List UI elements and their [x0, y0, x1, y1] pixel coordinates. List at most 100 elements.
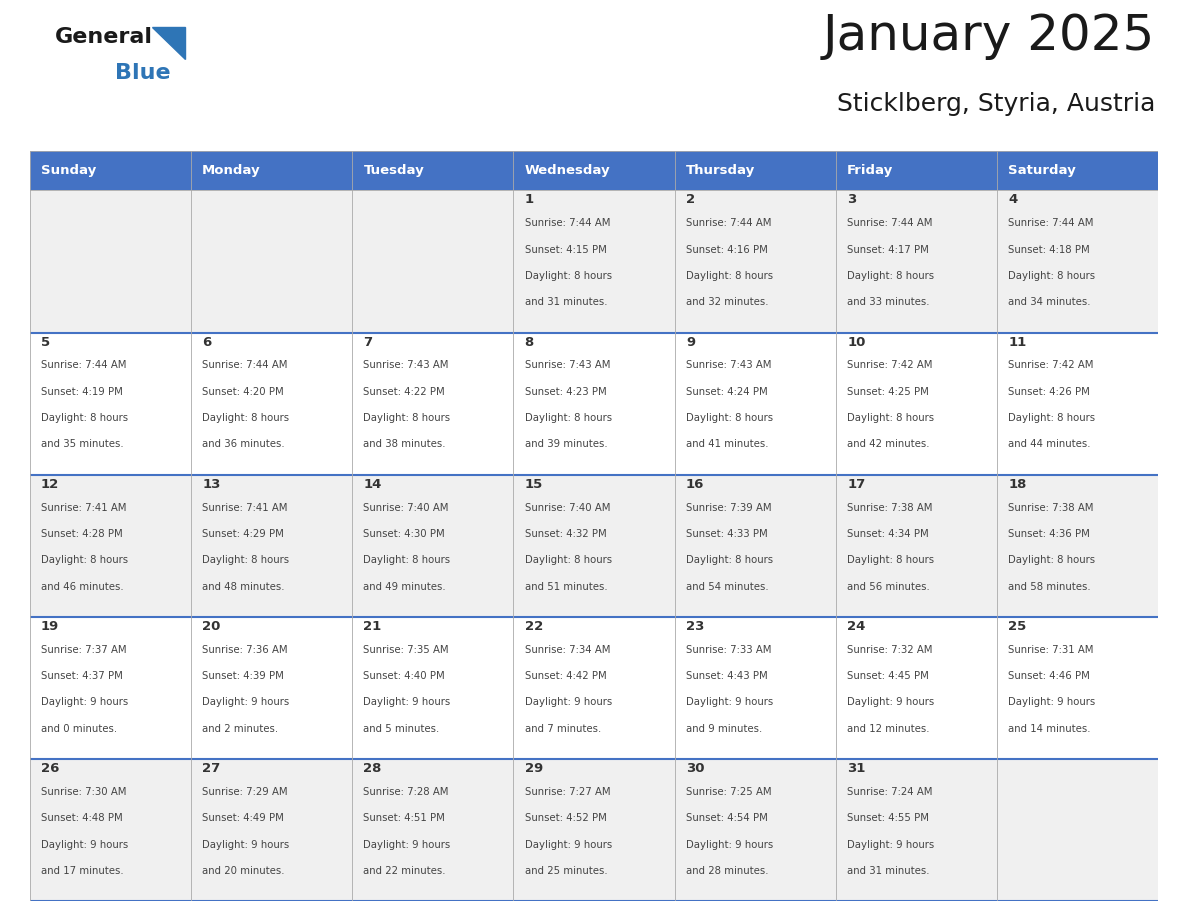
Bar	[836, 151, 997, 190]
Text: Sunset: 4:24 PM: Sunset: 4:24 PM	[685, 386, 767, 397]
Text: Daylight: 8 hours: Daylight: 8 hours	[685, 555, 773, 565]
Bar	[675, 151, 836, 190]
Text: and 51 minutes.: and 51 minutes.	[525, 581, 607, 591]
Polygon shape	[152, 27, 185, 59]
Bar	[191, 151, 352, 190]
Text: Sunrise: 7:29 AM: Sunrise: 7:29 AM	[202, 787, 287, 797]
Text: and 41 minutes.: and 41 minutes.	[685, 440, 769, 449]
Text: and 22 minutes.: and 22 minutes.	[364, 866, 446, 876]
Text: 24: 24	[847, 620, 866, 633]
Text: Daylight: 9 hours: Daylight: 9 hours	[40, 698, 128, 708]
Text: 27: 27	[202, 762, 221, 776]
Text: and 48 minutes.: and 48 minutes.	[202, 581, 285, 591]
Text: 18: 18	[1009, 478, 1026, 491]
Text: Sunrise: 7:40 AM: Sunrise: 7:40 AM	[525, 502, 611, 512]
Text: Sunrise: 7:44 AM: Sunrise: 7:44 AM	[40, 361, 126, 370]
Bar	[997, 617, 1158, 759]
Text: 4: 4	[1009, 194, 1018, 207]
Text: Sunset: 4:20 PM: Sunset: 4:20 PM	[202, 386, 284, 397]
Text: Friday: Friday	[847, 164, 893, 177]
Text: Sunrise: 7:44 AM: Sunrise: 7:44 AM	[847, 218, 933, 229]
Text: 5: 5	[40, 336, 50, 349]
Text: Sunset: 4:45 PM: Sunset: 4:45 PM	[847, 671, 929, 681]
Text: Sunset: 4:18 PM: Sunset: 4:18 PM	[1009, 244, 1091, 254]
Text: and 0 minutes.: and 0 minutes.	[40, 723, 118, 733]
Bar	[352, 759, 513, 901]
Text: Tuesday: Tuesday	[364, 164, 424, 177]
Bar	[191, 190, 352, 332]
Text: and 5 minutes.: and 5 minutes.	[364, 723, 440, 733]
Text: January 2025: January 2025	[823, 12, 1155, 60]
Text: Sunset: 4:16 PM: Sunset: 4:16 PM	[685, 244, 767, 254]
Text: Sunrise: 7:43 AM: Sunrise: 7:43 AM	[685, 361, 771, 370]
Text: Sunrise: 7:44 AM: Sunrise: 7:44 AM	[1009, 218, 1094, 229]
Text: and 56 minutes.: and 56 minutes.	[847, 581, 930, 591]
Text: 11: 11	[1009, 336, 1026, 349]
Bar	[675, 190, 836, 332]
Bar	[30, 759, 191, 901]
Text: 20: 20	[202, 620, 221, 633]
Text: 31: 31	[847, 762, 866, 776]
Bar	[352, 332, 513, 475]
Text: Sunday: Sunday	[40, 164, 96, 177]
Text: Sunset: 4:55 PM: Sunset: 4:55 PM	[847, 813, 929, 823]
Text: Sunset: 4:51 PM: Sunset: 4:51 PM	[364, 813, 446, 823]
Text: Sunset: 4:30 PM: Sunset: 4:30 PM	[364, 529, 446, 539]
Text: Daylight: 8 hours: Daylight: 8 hours	[847, 271, 934, 281]
Text: Sunset: 4:26 PM: Sunset: 4:26 PM	[1009, 386, 1091, 397]
Text: Daylight: 9 hours: Daylight: 9 hours	[685, 698, 773, 708]
Text: Sunset: 4:19 PM: Sunset: 4:19 PM	[40, 386, 122, 397]
Text: Sunset: 4:25 PM: Sunset: 4:25 PM	[847, 386, 929, 397]
Text: and 14 minutes.: and 14 minutes.	[1009, 723, 1091, 733]
Text: and 12 minutes.: and 12 minutes.	[847, 723, 930, 733]
Text: Sunset: 4:34 PM: Sunset: 4:34 PM	[847, 529, 929, 539]
Bar	[191, 759, 352, 901]
Text: 9: 9	[685, 336, 695, 349]
Text: Sunrise: 7:41 AM: Sunrise: 7:41 AM	[40, 502, 126, 512]
Text: Sunrise: 7:41 AM: Sunrise: 7:41 AM	[202, 502, 287, 512]
Bar	[836, 759, 997, 901]
Text: Daylight: 9 hours: Daylight: 9 hours	[685, 840, 773, 850]
Text: Daylight: 9 hours: Daylight: 9 hours	[364, 840, 450, 850]
Text: and 39 minutes.: and 39 minutes.	[525, 440, 607, 449]
Text: 21: 21	[364, 620, 381, 633]
Text: and 32 minutes.: and 32 minutes.	[685, 297, 769, 308]
Text: Sunrise: 7:44 AM: Sunrise: 7:44 AM	[685, 218, 771, 229]
Bar	[675, 332, 836, 475]
Text: 3: 3	[847, 194, 857, 207]
Text: Sunrise: 7:44 AM: Sunrise: 7:44 AM	[525, 218, 611, 229]
Text: Daylight: 8 hours: Daylight: 8 hours	[1009, 555, 1095, 565]
Bar	[836, 332, 997, 475]
Text: Sunrise: 7:40 AM: Sunrise: 7:40 AM	[364, 502, 449, 512]
Text: Daylight: 8 hours: Daylight: 8 hours	[40, 555, 128, 565]
Text: Sunrise: 7:25 AM: Sunrise: 7:25 AM	[685, 787, 771, 797]
Text: Sunset: 4:33 PM: Sunset: 4:33 PM	[685, 529, 767, 539]
Bar	[352, 617, 513, 759]
Text: 15: 15	[525, 478, 543, 491]
Bar	[513, 617, 675, 759]
Bar	[30, 151, 191, 190]
Text: Sunset: 4:46 PM: Sunset: 4:46 PM	[1009, 671, 1091, 681]
Text: Daylight: 9 hours: Daylight: 9 hours	[847, 840, 935, 850]
Bar	[836, 190, 997, 332]
Text: Monday: Monday	[202, 164, 261, 177]
Text: 12: 12	[40, 478, 59, 491]
Text: and 17 minutes.: and 17 minutes.	[40, 866, 124, 876]
Text: Sunrise: 7:39 AM: Sunrise: 7:39 AM	[685, 502, 771, 512]
Text: and 31 minutes.: and 31 minutes.	[525, 297, 607, 308]
Text: Daylight: 8 hours: Daylight: 8 hours	[847, 555, 934, 565]
Text: 10: 10	[847, 336, 866, 349]
Text: Wednesday: Wednesday	[525, 164, 611, 177]
Text: Sunset: 4:32 PM: Sunset: 4:32 PM	[525, 529, 606, 539]
Text: Daylight: 9 hours: Daylight: 9 hours	[1009, 698, 1095, 708]
Text: Sunrise: 7:36 AM: Sunrise: 7:36 AM	[202, 644, 287, 655]
Text: and 2 minutes.: and 2 minutes.	[202, 723, 278, 733]
Text: Sunset: 4:49 PM: Sunset: 4:49 PM	[202, 813, 284, 823]
Text: 26: 26	[40, 762, 59, 776]
Text: Daylight: 9 hours: Daylight: 9 hours	[40, 840, 128, 850]
Text: 16: 16	[685, 478, 704, 491]
Text: Sunrise: 7:27 AM: Sunrise: 7:27 AM	[525, 787, 611, 797]
Text: Sunrise: 7:38 AM: Sunrise: 7:38 AM	[1009, 502, 1094, 512]
Text: Sunrise: 7:37 AM: Sunrise: 7:37 AM	[40, 644, 127, 655]
Text: Daylight: 8 hours: Daylight: 8 hours	[40, 413, 128, 423]
